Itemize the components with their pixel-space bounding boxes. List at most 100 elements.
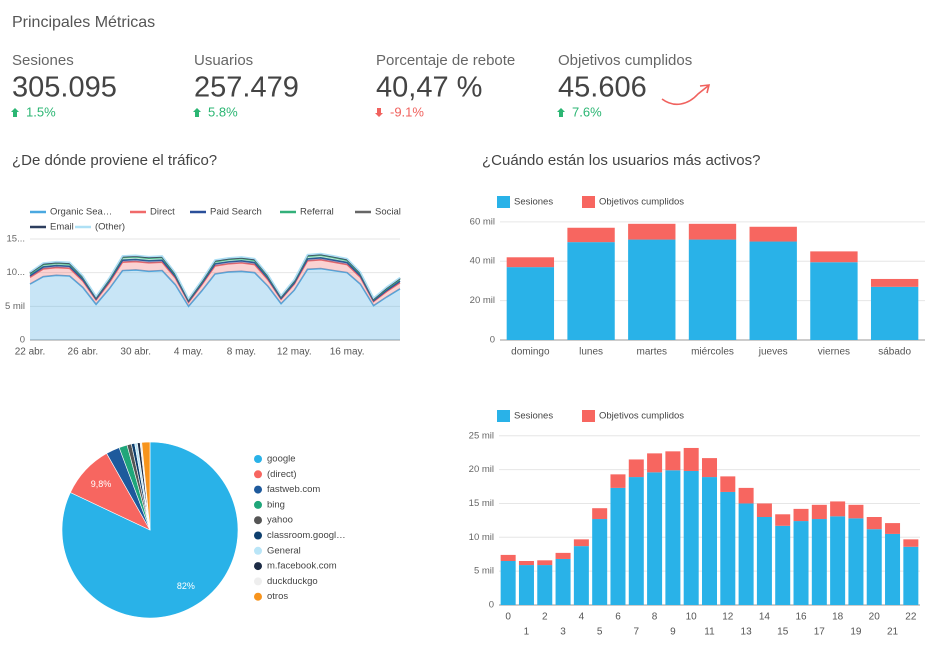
decoration-arrow-head xyxy=(699,84,711,94)
bar xyxy=(573,546,589,605)
x-tick-label: sábado xyxy=(878,347,911,358)
kpi-value: 40,47 % xyxy=(376,72,482,104)
kpi-change: 7.6% xyxy=(572,104,602,119)
legend-label: duckduckgo xyxy=(267,576,318,587)
legend-label: Sesiones xyxy=(514,411,553,422)
kpi-change: 5.8% xyxy=(208,104,238,119)
x-tick-label: 17 xyxy=(814,627,826,638)
legend-label: General xyxy=(267,545,301,556)
bar xyxy=(720,476,736,492)
x-tick-label: domingo xyxy=(511,347,550,358)
bar xyxy=(555,552,571,559)
y-tick-label: 5 mil xyxy=(5,301,25,312)
bar xyxy=(628,239,676,340)
legend-label: yahoo xyxy=(267,515,293,526)
bar xyxy=(573,539,589,547)
y-tick-label: 20 mil xyxy=(469,464,494,475)
section-title: ¿Cuándo están los usuarios más activos? xyxy=(482,152,760,169)
kpi-label: Usuarios xyxy=(194,52,253,69)
y-tick-label: 15... xyxy=(7,233,26,244)
bar xyxy=(793,508,809,522)
x-tick-label: 26 abr. xyxy=(68,347,99,358)
kpi-arrow xyxy=(557,108,565,117)
legend-label: fastweb.com xyxy=(267,484,320,495)
x-tick-label: 2 xyxy=(542,612,548,623)
section-title: ¿De dónde proviene el tráfico? xyxy=(12,152,217,169)
legend-swatch xyxy=(497,196,510,208)
legend-label: bing xyxy=(267,499,285,510)
page-title: Principales Métricas xyxy=(12,14,155,31)
bar xyxy=(500,561,516,605)
bar xyxy=(903,539,919,547)
kpi-label: Objetivos cumplidos xyxy=(558,52,692,69)
bar xyxy=(628,223,676,240)
x-tick-label: 9 xyxy=(670,627,676,638)
bar xyxy=(810,251,858,263)
x-tick-label: 15 xyxy=(777,627,789,638)
x-tick-label: 19 xyxy=(850,627,862,638)
legend-swatch xyxy=(497,410,510,422)
bar xyxy=(592,519,608,605)
bar xyxy=(688,239,737,340)
area-fill xyxy=(30,259,400,307)
bar xyxy=(665,470,681,605)
x-tick-label: viernes xyxy=(818,347,850,358)
legend-label: (Other) xyxy=(95,222,125,233)
kpi-change: 1.5% xyxy=(26,104,56,119)
pie-slice xyxy=(141,441,151,531)
legend-label: otros xyxy=(267,591,288,602)
bar xyxy=(866,529,882,605)
bar xyxy=(830,516,846,605)
bar xyxy=(885,533,901,605)
legend-swatch xyxy=(582,410,595,422)
area-fill xyxy=(30,268,400,340)
x-tick-label: 0 xyxy=(505,612,511,623)
x-tick-label: 16 xyxy=(795,612,807,623)
slice-label: 82% xyxy=(177,581,195,591)
x-tick-label: 30 abr. xyxy=(120,347,151,358)
kpi-label: Sesiones xyxy=(12,52,74,69)
bar xyxy=(688,223,737,240)
y-tick-label: 0 xyxy=(20,335,25,346)
legend-label: Organic Sea… xyxy=(50,207,112,218)
bar xyxy=(683,470,699,605)
bar xyxy=(518,565,534,605)
bar xyxy=(537,560,553,566)
legend-swatch xyxy=(254,546,262,555)
bar xyxy=(701,458,718,478)
bar xyxy=(720,491,736,605)
bar xyxy=(775,514,791,526)
bar xyxy=(866,517,882,530)
x-tick-label: 18 xyxy=(832,612,844,623)
area-line xyxy=(29,252,401,301)
x-tick-label: 16 may. xyxy=(330,347,365,358)
bar xyxy=(665,451,681,471)
bar xyxy=(610,474,626,488)
bar xyxy=(848,504,864,519)
area-line xyxy=(29,267,401,308)
legend-swatch xyxy=(254,500,262,509)
legend-label: Paid Search xyxy=(210,207,262,218)
x-tick-label: 8 may. xyxy=(227,347,256,358)
bar xyxy=(793,521,809,605)
bar xyxy=(683,447,699,471)
legend-label: Email xyxy=(50,222,74,233)
x-tick-label: 11 xyxy=(704,627,715,638)
x-tick-label: 1 xyxy=(524,627,530,638)
bar xyxy=(749,241,797,340)
kpi-value: 305.095 xyxy=(12,72,117,104)
y-tick-label: 0 xyxy=(489,600,494,611)
legend-swatch xyxy=(254,455,262,463)
x-tick-label: 12 may. xyxy=(277,347,312,358)
bar xyxy=(848,518,864,605)
y-tick-label: 40 mil xyxy=(470,256,495,267)
bar xyxy=(567,227,615,243)
x-tick-label: 13 xyxy=(741,627,753,638)
x-tick-label: jueves xyxy=(758,347,788,358)
bar xyxy=(610,487,626,605)
bar xyxy=(885,523,901,534)
y-tick-label: 10... xyxy=(7,267,26,278)
x-tick-label: 21 xyxy=(887,627,899,638)
